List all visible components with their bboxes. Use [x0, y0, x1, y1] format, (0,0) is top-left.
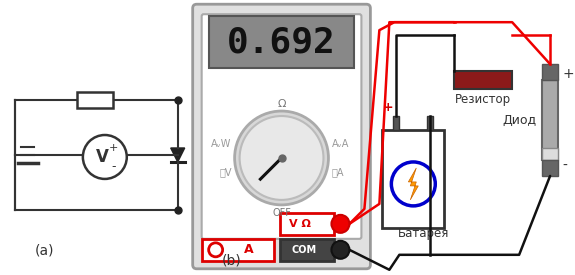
- Text: Резистор: Резистор: [455, 93, 511, 106]
- Circle shape: [331, 241, 350, 259]
- Text: Диод: Диод: [502, 114, 536, 126]
- Text: ⎓V: ⎓V: [219, 167, 232, 177]
- Text: Батарея: Батарея: [398, 227, 449, 240]
- Text: Ω: Ω: [277, 99, 286, 109]
- Bar: [542, 148, 558, 160]
- Text: 0.692: 0.692: [227, 25, 336, 59]
- Text: V Ω: V Ω: [289, 219, 311, 229]
- Bar: [202, 239, 274, 261]
- Text: A: A: [244, 243, 254, 256]
- Text: -: -: [112, 160, 116, 174]
- Bar: [382, 130, 444, 228]
- Bar: [454, 71, 512, 89]
- Text: +: +: [383, 101, 394, 114]
- Circle shape: [392, 162, 435, 206]
- Bar: [279, 239, 335, 261]
- Bar: [542, 160, 558, 176]
- Text: COM: COM: [292, 245, 317, 255]
- Text: +: +: [109, 143, 118, 153]
- Circle shape: [331, 215, 350, 233]
- Bar: [279, 213, 335, 235]
- Text: V: V: [97, 148, 109, 166]
- Circle shape: [235, 111, 328, 205]
- Polygon shape: [171, 148, 185, 162]
- Circle shape: [240, 116, 324, 200]
- FancyBboxPatch shape: [202, 14, 362, 239]
- Bar: [427, 116, 434, 130]
- Text: OFF: OFF: [272, 208, 291, 218]
- Circle shape: [209, 243, 223, 257]
- Bar: [77, 92, 113, 108]
- Bar: [209, 16, 354, 68]
- Bar: [393, 116, 400, 130]
- Bar: [542, 80, 558, 160]
- Text: (a): (a): [35, 244, 55, 258]
- Bar: [542, 64, 558, 80]
- Polygon shape: [408, 168, 418, 200]
- Text: (b): (b): [222, 254, 242, 268]
- Circle shape: [83, 135, 127, 179]
- FancyBboxPatch shape: [193, 4, 370, 269]
- Text: AᵥW: AᵥW: [211, 139, 232, 149]
- Text: AᵥA: AᵥA: [331, 139, 349, 149]
- Text: +: +: [562, 67, 574, 81]
- Text: ⎓A: ⎓A: [331, 167, 344, 177]
- Text: -: -: [562, 159, 567, 173]
